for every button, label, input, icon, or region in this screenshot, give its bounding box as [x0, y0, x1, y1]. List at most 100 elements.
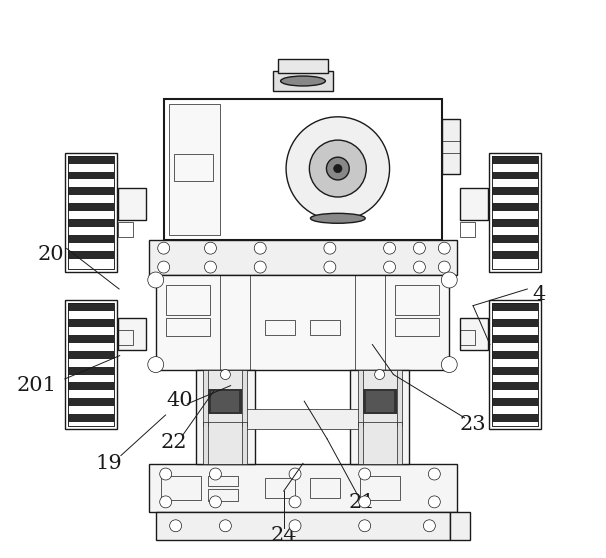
Circle shape [428, 496, 441, 508]
Bar [265, 320, 295, 335]
Bar [492, 171, 538, 180]
Bar [208, 369, 242, 426]
Bar [460, 222, 475, 237]
Bar [273, 71, 333, 91]
Bar [156, 275, 221, 369]
Circle shape [327, 157, 349, 180]
Bar [310, 478, 340, 498]
Bar [165, 318, 210, 336]
Circle shape [148, 357, 164, 373]
Bar [492, 367, 538, 374]
Bar [208, 489, 238, 501]
Bar [204, 369, 247, 426]
Text: 40: 40 [166, 391, 193, 410]
Bar [68, 156, 114, 163]
Circle shape [289, 468, 301, 480]
Text: 24: 24 [270, 526, 297, 545]
Bar [148, 240, 458, 275]
Bar [68, 335, 114, 343]
Circle shape [359, 468, 371, 480]
Bar [492, 303, 538, 426]
Circle shape [210, 496, 221, 508]
Circle shape [148, 272, 164, 288]
Bar [492, 303, 538, 311]
Bar [118, 318, 146, 350]
Circle shape [359, 520, 371, 532]
Bar [68, 303, 114, 426]
Circle shape [324, 261, 336, 273]
Bar [395, 318, 439, 336]
Bar [492, 350, 538, 359]
Bar [68, 251, 114, 259]
Bar [68, 303, 114, 311]
Bar [492, 335, 538, 343]
Text: 201: 201 [16, 376, 56, 395]
Ellipse shape [310, 213, 365, 223]
Bar [460, 189, 488, 220]
Bar [358, 421, 402, 464]
Bar [68, 398, 114, 406]
Circle shape [204, 261, 216, 273]
Bar [492, 156, 538, 269]
Bar [492, 319, 538, 327]
Bar [65, 153, 117, 272]
Bar [489, 300, 541, 429]
Circle shape [428, 468, 441, 480]
Circle shape [310, 140, 366, 197]
Circle shape [158, 261, 170, 273]
Bar [204, 421, 247, 464]
Circle shape [204, 242, 216, 254]
Bar [68, 156, 114, 269]
Circle shape [413, 261, 425, 273]
Bar [460, 330, 475, 345]
Text: 23: 23 [460, 415, 487, 434]
Circle shape [438, 242, 450, 254]
Circle shape [289, 496, 301, 508]
Bar [395, 285, 439, 315]
Text: 21: 21 [349, 493, 375, 512]
Bar [385, 275, 449, 369]
Bar [68, 156, 114, 269]
Bar [492, 156, 538, 269]
Circle shape [384, 261, 396, 273]
Bar [174, 153, 213, 181]
Bar [68, 382, 114, 391]
Circle shape [158, 242, 170, 254]
Bar [492, 398, 538, 406]
Circle shape [219, 520, 231, 532]
Circle shape [324, 242, 336, 254]
Circle shape [160, 468, 171, 480]
Bar [492, 156, 538, 163]
Bar [278, 59, 328, 73]
Circle shape [334, 165, 342, 172]
Bar [208, 421, 242, 464]
Circle shape [441, 357, 458, 373]
Circle shape [286, 117, 390, 220]
Circle shape [413, 242, 425, 254]
Circle shape [375, 369, 385, 379]
Bar [492, 415, 538, 422]
Bar [489, 153, 541, 272]
Bar [68, 171, 114, 180]
Bar [492, 219, 538, 227]
Bar [68, 367, 114, 374]
Bar [442, 119, 460, 174]
Bar [68, 319, 114, 327]
Bar [164, 99, 442, 240]
Ellipse shape [281, 76, 325, 86]
Bar [156, 275, 449, 369]
Bar [442, 141, 460, 153]
Bar [360, 476, 399, 500]
Bar [492, 382, 538, 391]
Bar [363, 369, 396, 426]
Circle shape [289, 520, 301, 532]
Text: 19: 19 [96, 454, 122, 473]
Bar [208, 389, 242, 415]
Bar [168, 104, 221, 235]
Text: 4: 4 [533, 285, 546, 304]
Bar [492, 235, 538, 243]
Circle shape [424, 520, 435, 532]
Bar [65, 300, 117, 429]
Bar [460, 318, 488, 350]
Bar [363, 389, 396, 415]
